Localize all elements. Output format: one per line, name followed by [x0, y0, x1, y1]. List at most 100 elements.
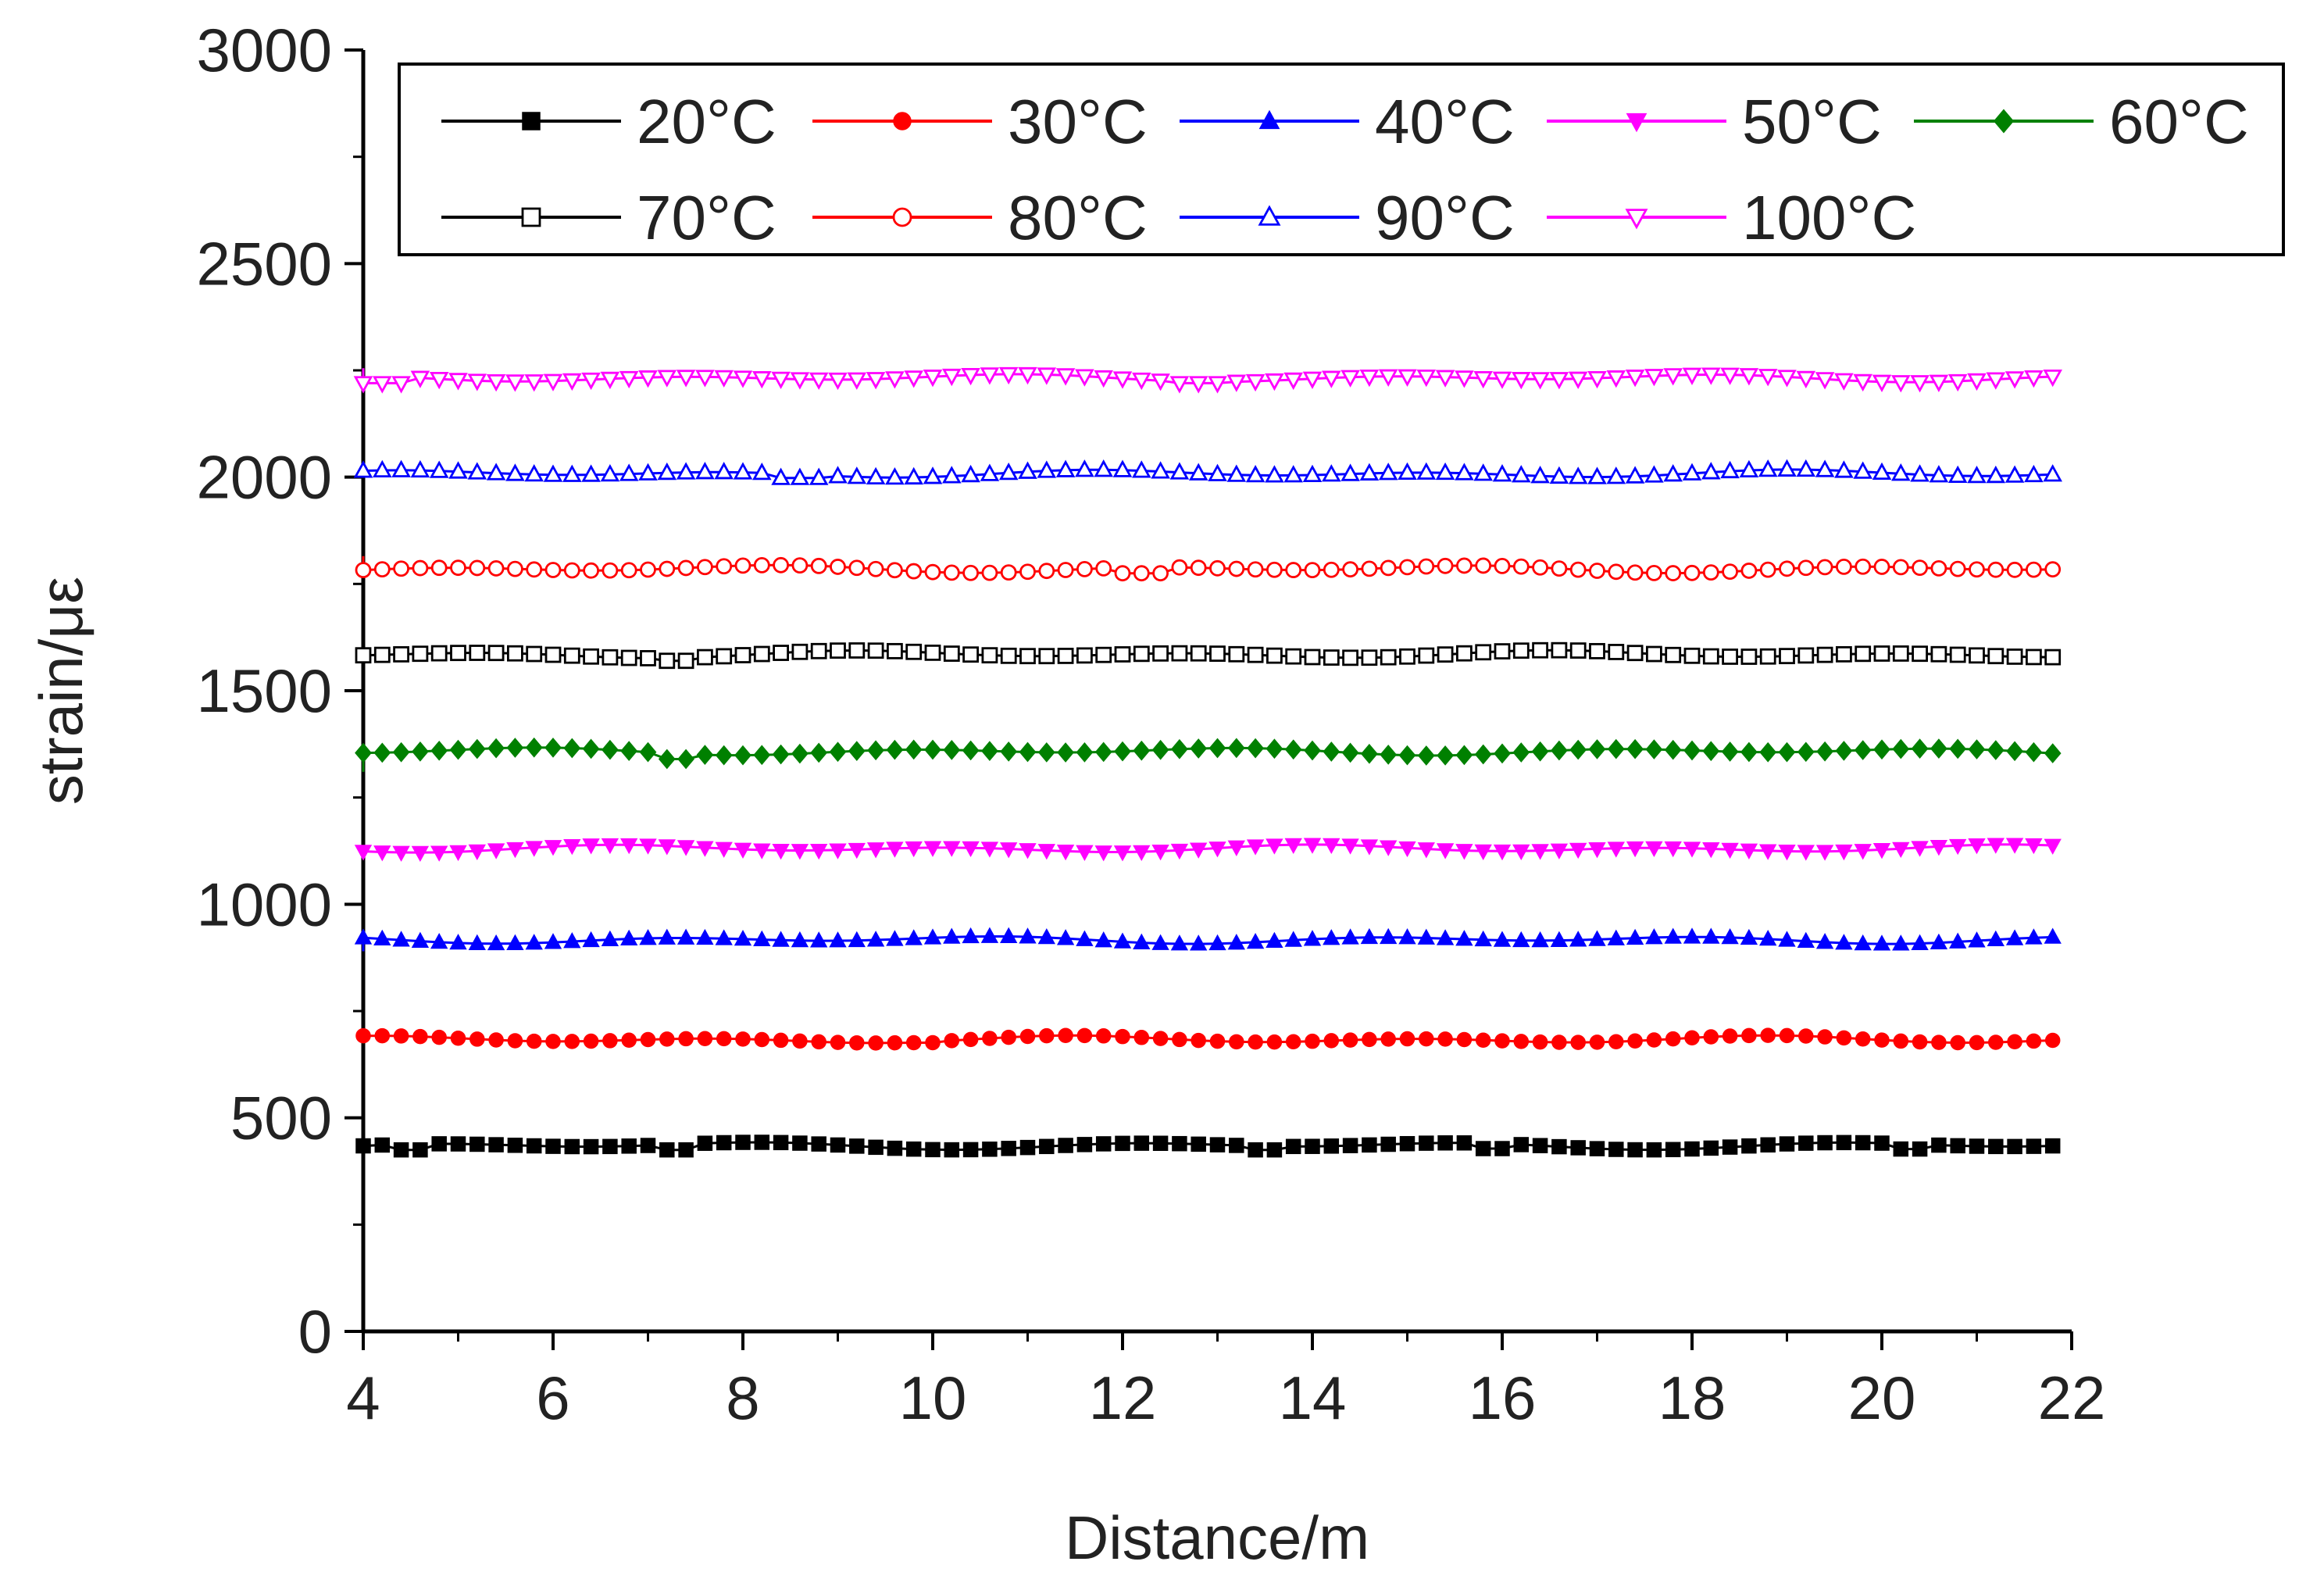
data-point [1664, 841, 1682, 858]
data-point [1112, 371, 1133, 389]
data-point [1190, 738, 1208, 759]
data-point [1019, 741, 1037, 763]
data-point [1075, 369, 1094, 387]
data-point [1816, 646, 1833, 663]
data-point [1360, 927, 1379, 945]
data-point [1190, 559, 1207, 577]
data-point [905, 929, 923, 945]
data-point [620, 649, 637, 666]
data-point [1968, 739, 1986, 759]
data-point [1892, 645, 1909, 662]
data-point [1229, 1034, 1244, 1050]
y-tick-label: 2000 [196, 443, 332, 512]
data-point [830, 1137, 846, 1153]
legend-box [398, 63, 2285, 256]
data-point [487, 560, 505, 577]
data-point [1474, 744, 1492, 765]
data-point [1758, 369, 1778, 387]
data-point [1019, 1139, 1036, 1156]
data-point [1835, 645, 1852, 663]
data-point [620, 562, 637, 579]
data-point [1437, 1031, 1453, 1047]
data-point [677, 652, 694, 670]
data-point [696, 841, 714, 857]
data-point [353, 460, 373, 478]
data-point [1741, 1027, 1757, 1044]
legend-item-100°C: 100°C [1547, 183, 1916, 252]
data-point [716, 558, 733, 575]
data-point [1227, 934, 1245, 950]
data-point [505, 463, 525, 481]
data-point [1986, 372, 2006, 390]
data-point [1492, 464, 1512, 482]
data-point [1378, 369, 1398, 387]
data-point [1569, 739, 1587, 760]
x-axis-title: Distance/m [1065, 1503, 1369, 1572]
data-point [1133, 1030, 1150, 1045]
data-point [1436, 843, 1455, 859]
legend-marker [522, 112, 541, 130]
data-point [792, 1135, 808, 1151]
legend-label: 70°C [637, 183, 776, 252]
data-point [1873, 645, 1890, 662]
data-point [1912, 1141, 1928, 1157]
data-point [1569, 931, 1587, 947]
data-point [1949, 646, 1966, 663]
data-point [1702, 842, 1720, 859]
data-point [1950, 1138, 1965, 1154]
data-point [1739, 368, 1759, 386]
data-point [1058, 1138, 1073, 1153]
data-point [1854, 934, 1872, 951]
data-point [640, 1031, 656, 1048]
data-point [1302, 464, 1323, 483]
data-point [602, 739, 619, 760]
data-point [1703, 1029, 1719, 1045]
data-point [449, 739, 467, 760]
data-point [1797, 559, 1815, 577]
data-point [600, 463, 620, 482]
data-point [809, 467, 829, 485]
data-point [1701, 367, 1721, 385]
data-point [1987, 648, 2004, 665]
data-point [1551, 1138, 1567, 1155]
data-point [773, 556, 789, 574]
data-point [1455, 745, 1473, 766]
data-point [1740, 649, 1758, 665]
data-point [1930, 559, 1947, 577]
data-point [412, 645, 429, 663]
data-point [640, 649, 656, 666]
data-point [1416, 369, 1437, 388]
data-point [962, 564, 979, 581]
data-point [677, 559, 694, 577]
data-point [734, 930, 752, 946]
data-point [1512, 642, 1530, 659]
data-point [886, 739, 904, 760]
data-point [468, 934, 486, 950]
data-point [1419, 1031, 1434, 1047]
legend-label: 30°C [1008, 87, 1148, 156]
data-point [887, 562, 903, 579]
data-point [1606, 370, 1626, 388]
data-point [830, 559, 846, 575]
data-point [1551, 740, 1568, 761]
data-point [450, 1136, 466, 1152]
data-point [1779, 560, 1795, 577]
data-point [1589, 1034, 1605, 1050]
data-point [905, 563, 923, 580]
data-point [811, 1034, 826, 1050]
data-point [373, 742, 391, 763]
data-point [828, 466, 848, 484]
data-point [791, 844, 809, 860]
data-point [715, 842, 733, 858]
data-point [1646, 1032, 1662, 1048]
y-tick-label: 1500 [196, 656, 332, 725]
legend-marker [1258, 205, 1281, 226]
data-point [1532, 1138, 1548, 1153]
data-point [620, 838, 638, 855]
data-point [1208, 738, 1226, 759]
data-point [1493, 931, 1512, 947]
data-point [1245, 464, 1266, 483]
data-point [1949, 738, 1967, 759]
data-point [885, 371, 905, 389]
series-80°C [355, 556, 2062, 582]
